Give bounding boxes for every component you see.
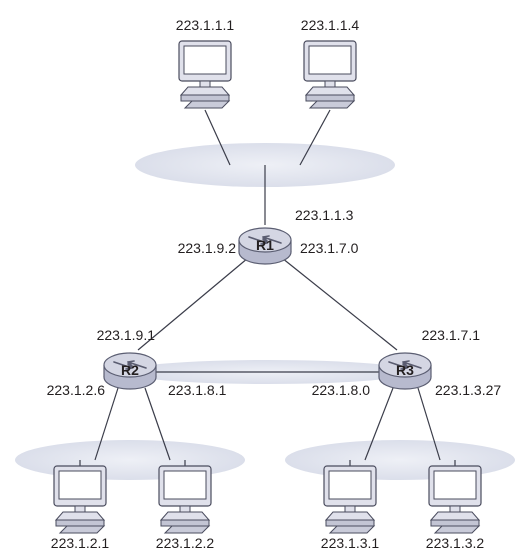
host-computer (159, 466, 211, 533)
ip-label: 223.1.9.1 (97, 327, 156, 343)
router-label: R2 (121, 362, 139, 378)
ip-label: 223.1.3.27 (435, 382, 501, 398)
host-computer (304, 41, 356, 108)
ip-label: 223.1.7.0 (300, 240, 359, 256)
host-computer (54, 466, 106, 533)
network-link (282, 258, 397, 350)
ip-label: 223.1.8.0 (312, 382, 371, 398)
ip-label: 223.1.2.1 (51, 535, 110, 551)
host-computer (324, 466, 376, 533)
router-r2: R2 (104, 353, 156, 389)
ip-label: 223.1.1.3 (295, 207, 354, 223)
ip-label: 223.1.8.1 (168, 382, 227, 398)
ip-label: 223.1.2.2 (156, 535, 215, 551)
router-r1: R1 (239, 228, 291, 264)
router-r3: R3 (379, 353, 431, 389)
host-computer (429, 466, 481, 533)
host-computer (179, 41, 231, 108)
router-label: R1 (256, 237, 274, 253)
network-diagram: R1 R2 R3 223.1.1.1 223.1.1.4 223.1.1.3 223.1.9… (0, 0, 525, 554)
ip-label: 223.1.9.2 (178, 240, 237, 256)
ip-label: 223.1.3.2 (426, 535, 485, 551)
ip-label: 223.1.2.6 (47, 382, 106, 398)
ip-label: 223.1.1.1 (176, 17, 235, 33)
ip-label: 223.1.1.4 (301, 17, 360, 33)
ip-label: 223.1.7.1 (422, 327, 481, 343)
router-label: R3 (396, 362, 414, 378)
ip-label: 223.1.3.1 (321, 535, 380, 551)
